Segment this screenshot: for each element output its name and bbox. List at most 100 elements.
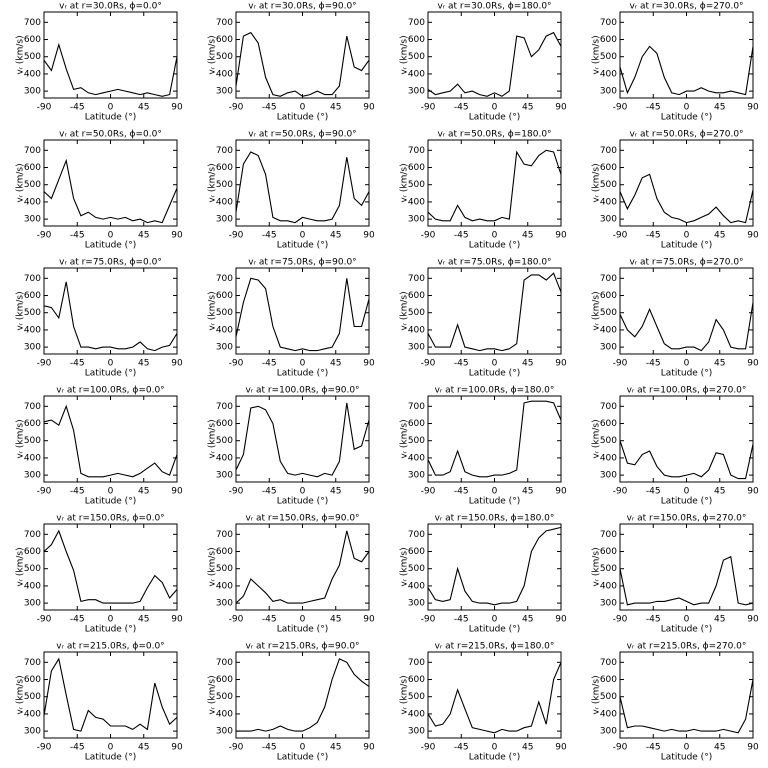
y-axis-label: vᵣ (km/s)	[592, 547, 602, 586]
y-tick-label: 700	[24, 18, 41, 28]
y-axis-label: vᵣ (km/s)	[16, 419, 26, 458]
y-tick-label: 500	[408, 564, 425, 574]
x-tick-label: 45	[522, 103, 533, 113]
panel-title: vᵣ at r=30.0Rs, ϕ=90.0°	[248, 2, 356, 12]
x-tick-label: -90	[421, 231, 436, 241]
y-tick-label: 500	[408, 692, 425, 702]
y-tick-label: 400	[24, 453, 41, 463]
y-tick-label: 700	[408, 530, 425, 540]
data-line	[427, 400, 562, 478]
y-tick-label: 700	[408, 146, 425, 156]
x-tick-label: 90	[555, 359, 567, 369]
x-tick-label: 90	[171, 231, 183, 241]
y-tick-label: 700	[24, 146, 41, 156]
data-line	[43, 42, 178, 97]
x-tick-label: -90	[613, 615, 628, 625]
data-line	[235, 402, 370, 478]
x-axis-label: Latitude (°)	[661, 241, 712, 251]
y-tick-label: 700	[600, 658, 617, 668]
plot-frame	[43, 139, 178, 227]
panel-title: vᵣ at r=30.0Rs, ϕ=0.0°	[59, 2, 162, 12]
x-tick-label: 0	[492, 359, 498, 369]
x-tick-label: 45	[714, 359, 725, 369]
x-axis-label: Latitude (°)	[277, 625, 328, 635]
y-tick-label: 400	[600, 581, 617, 591]
x-axis-label: Latitude (°)	[469, 497, 520, 507]
y-tick-label: 400	[24, 325, 41, 335]
x-tick-label: 45	[714, 615, 725, 625]
y-tick-label: 500	[24, 308, 41, 318]
y-tick-label: 700	[600, 146, 617, 156]
y-tick-label: 700	[408, 274, 425, 284]
x-tick-label: 45	[330, 487, 341, 497]
x-tick-label: -45	[454, 743, 469, 753]
y-axis-label: vᵣ (km/s)	[16, 35, 26, 74]
x-tick-label: -90	[421, 103, 436, 113]
y-tick-label: 300	[408, 215, 425, 225]
y-tick-label: 300	[216, 471, 233, 481]
data-line	[43, 281, 178, 352]
y-axis-label: vᵣ (km/s)	[400, 163, 410, 202]
y-tick-label: 600	[600, 163, 617, 173]
y-tick-label: 400	[24, 581, 41, 591]
y-tick-label: 300	[408, 87, 425, 97]
x-axis-label: Latitude (°)	[277, 113, 328, 123]
y-tick-label: 400	[216, 709, 233, 719]
panel-title: vᵣ at r=50.0Rs, ϕ=180.0°	[437, 130, 551, 140]
y-tick-label: 600	[24, 547, 41, 557]
x-tick-label: 45	[138, 487, 149, 497]
y-axis-label: vᵣ (km/s)	[16, 547, 26, 586]
x-tick-label: 90	[555, 487, 567, 497]
x-tick-label: 90	[171, 487, 183, 497]
y-tick-label: 700	[24, 402, 41, 412]
x-tick-label: 45	[330, 103, 341, 113]
x-tick-label: 0	[300, 743, 306, 753]
x-tick-label: 45	[138, 231, 149, 241]
x-tick-label: -45	[70, 615, 85, 625]
y-tick-label: 600	[600, 675, 617, 685]
x-tick-label: -90	[421, 487, 436, 497]
y-tick-label: 400	[408, 197, 425, 207]
x-tick-label: -45	[454, 615, 469, 625]
x-tick-label: -45	[70, 103, 85, 113]
y-axis-label: vᵣ (km/s)	[208, 291, 218, 330]
y-tick-label: 600	[408, 419, 425, 429]
x-tick-label: 90	[363, 487, 375, 497]
x-tick-label: 45	[522, 487, 533, 497]
x-tick-label: -90	[613, 487, 628, 497]
x-tick-label: 0	[684, 103, 690, 113]
x-tick-label: 90	[171, 743, 183, 753]
y-tick-label: 500	[600, 564, 617, 574]
y-tick-label: 400	[408, 709, 425, 719]
y-tick-label: 400	[24, 69, 41, 79]
y-tick-label: 600	[216, 675, 233, 685]
x-tick-label: -45	[454, 231, 469, 241]
y-tick-label: 300	[24, 87, 41, 97]
plot-frame	[427, 11, 562, 99]
y-tick-label: 600	[216, 419, 233, 429]
x-axis-label: Latitude (°)	[661, 625, 712, 635]
x-axis-label: Latitude (°)	[277, 753, 328, 763]
x-tick-label: 45	[522, 743, 533, 753]
panel-title: vᵣ at r=75.0Rs, ϕ=90.0°	[248, 258, 356, 268]
y-tick-label: 500	[24, 692, 41, 702]
y-tick-label: 600	[408, 547, 425, 557]
panel-title: vᵣ at r=100.0Rs, ϕ=90.0°	[245, 386, 359, 396]
y-tick-label: 700	[24, 530, 41, 540]
x-tick-label: -90	[229, 743, 244, 753]
data-line	[427, 526, 562, 606]
x-tick-label: -45	[646, 487, 661, 497]
x-axis-label: Latitude (°)	[661, 497, 712, 507]
x-axis-label: Latitude (°)	[469, 241, 520, 251]
y-tick-label: 300	[216, 343, 233, 353]
x-tick-label: 0	[684, 615, 690, 625]
x-tick-label: 0	[108, 743, 114, 753]
y-axis-label: vᵣ (km/s)	[592, 419, 602, 458]
y-tick-label: 300	[24, 215, 41, 225]
x-axis-label: Latitude (°)	[85, 497, 136, 507]
y-tick-label: 400	[408, 581, 425, 591]
plot-frame	[619, 651, 754, 739]
x-tick-label: 90	[747, 103, 759, 113]
x-tick-label: 45	[138, 615, 149, 625]
x-tick-label: 45	[330, 615, 341, 625]
